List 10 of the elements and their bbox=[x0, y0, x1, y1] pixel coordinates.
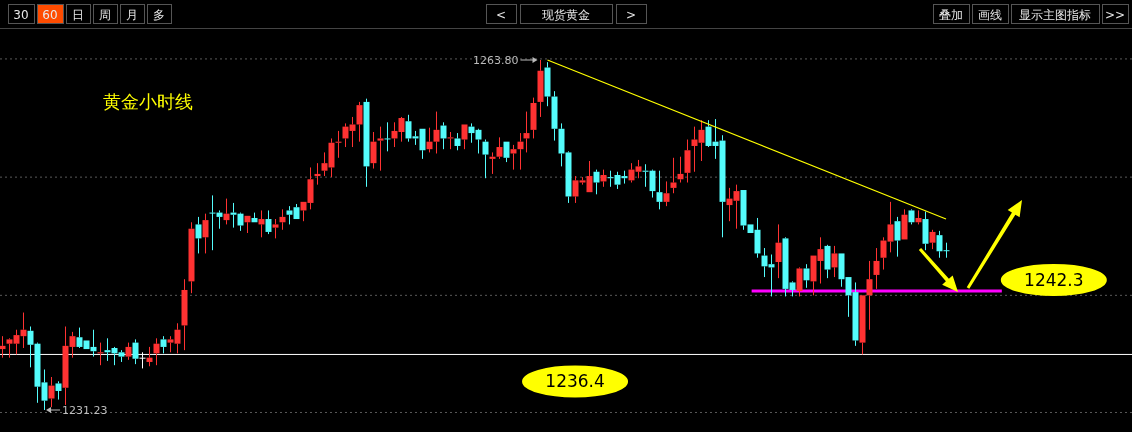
toolbar: 30 60 日 周 月 多 < 现货黄金 > 叠加 画线 显示主图指标 >> bbox=[0, 0, 1132, 29]
ref-line-label: 1242.3 bbox=[1024, 270, 1084, 291]
text: 黄金小时线 bbox=[103, 91, 193, 112]
ref-line: 1236.4 bbox=[0, 353, 1132, 398]
annotation: 1263.80 bbox=[472, 54, 519, 67]
note: 1263.80 bbox=[473, 54, 538, 67]
annotation: 1231.23 bbox=[62, 404, 108, 417]
note: 1231.23 bbox=[46, 404, 108, 417]
ref-line-label: 1236.4 bbox=[545, 371, 605, 392]
ref-line: 1242.3 bbox=[751, 264, 1107, 297]
